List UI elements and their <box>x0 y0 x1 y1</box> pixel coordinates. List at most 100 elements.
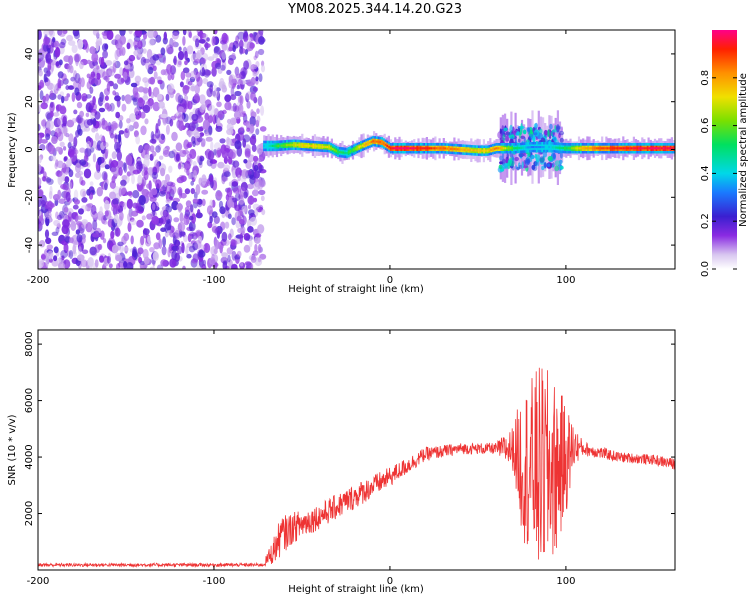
noise-blob <box>104 95 109 101</box>
noise-blob <box>145 191 153 198</box>
noise-blob <box>175 92 182 103</box>
noise-blob <box>89 103 95 109</box>
noise-blob <box>213 46 219 53</box>
noise-blob <box>176 59 183 68</box>
noise-blob <box>188 122 196 131</box>
noise-blob <box>221 176 229 182</box>
noise-blob <box>143 157 150 168</box>
noise-blob <box>234 193 241 201</box>
noise-blob <box>196 264 201 269</box>
noise-blob <box>65 191 71 202</box>
noise-blob <box>84 119 90 129</box>
noise-blob <box>111 151 117 160</box>
noise-blob <box>80 259 88 268</box>
noise-blob <box>85 94 92 99</box>
noise-blob <box>38 104 41 113</box>
noise-blob <box>45 52 52 63</box>
noise-blob <box>201 101 206 110</box>
noise-blob <box>38 218 41 229</box>
burst-blob <box>559 151 563 159</box>
noise-blob <box>73 109 78 115</box>
signal-core <box>576 147 579 150</box>
noise-blob <box>217 191 222 197</box>
signal-core <box>460 148 463 151</box>
signal-core <box>418 147 420 150</box>
noise-blob <box>101 43 108 52</box>
noise-blob <box>188 31 193 39</box>
noise-blob <box>45 211 52 220</box>
signal-core <box>279 144 281 147</box>
noise-blob <box>188 245 196 253</box>
noise-blob <box>115 111 121 119</box>
noise-blob <box>204 99 212 108</box>
signal-core <box>653 147 656 150</box>
noise-blob <box>235 73 242 79</box>
signal-core <box>363 143 366 146</box>
noise-blob <box>188 222 193 232</box>
noise-blob <box>250 65 257 70</box>
noise-blob <box>133 49 141 57</box>
noise-blob <box>223 34 229 44</box>
noise-blob <box>224 221 230 229</box>
signal-core <box>361 144 364 147</box>
noise-blob <box>66 93 70 98</box>
noise-blob <box>49 90 54 98</box>
noise-blob <box>83 126 91 132</box>
noise-blob <box>76 221 83 226</box>
signal-core <box>326 145 329 149</box>
noise-blob <box>38 58 42 64</box>
noise-blob <box>199 30 203 40</box>
noise-blob <box>130 235 134 245</box>
noise-blob <box>230 94 237 101</box>
noise-blob <box>195 184 201 195</box>
noise-blob <box>40 102 48 110</box>
noise-blob <box>258 156 264 162</box>
noise-blob <box>102 50 108 59</box>
signal-core <box>265 144 267 147</box>
noise-blob <box>79 110 84 118</box>
noise-blob <box>40 199 46 208</box>
noise-blob <box>239 95 244 105</box>
signal-core <box>474 149 477 152</box>
noise-blob <box>128 125 134 132</box>
noise-blob <box>81 95 87 102</box>
noise-blob <box>142 104 151 114</box>
noise-blob <box>189 76 196 83</box>
signal-core <box>335 149 338 153</box>
noise-blob <box>137 174 143 186</box>
noise-blob <box>140 111 146 119</box>
noise-blob <box>194 240 202 250</box>
noise-blob <box>175 142 183 152</box>
signal-core <box>602 147 605 150</box>
noise-blob <box>171 32 179 40</box>
signal-core <box>365 143 368 146</box>
burst-blob <box>515 165 518 170</box>
noise-blob <box>50 61 55 72</box>
noise-blob <box>213 84 217 92</box>
noise-blob <box>126 118 131 124</box>
noise-blob <box>152 251 159 261</box>
burst-blob <box>550 131 553 137</box>
noise-blob <box>250 35 255 42</box>
noise-blob <box>119 211 124 221</box>
signal-core <box>388 146 391 149</box>
signal-core <box>386 144 389 147</box>
noise-blob <box>140 125 147 136</box>
signal-core <box>316 145 318 148</box>
noise-blob <box>48 144 56 155</box>
signal-core <box>419 147 422 150</box>
burst-blob <box>554 165 560 172</box>
x-tick-label: -100 <box>203 275 226 286</box>
noise-blob <box>52 84 58 90</box>
noise-blob <box>112 62 117 74</box>
signal-core <box>389 147 392 150</box>
noise-blob <box>178 188 183 199</box>
signal-core <box>416 147 419 150</box>
noise-blob <box>38 199 42 208</box>
noise-blob <box>53 246 59 254</box>
noise-blob <box>80 180 86 186</box>
noise-blob <box>38 135 41 140</box>
noise-blob <box>112 124 116 130</box>
noise-blob <box>68 40 76 46</box>
noise-blob <box>48 30 54 36</box>
